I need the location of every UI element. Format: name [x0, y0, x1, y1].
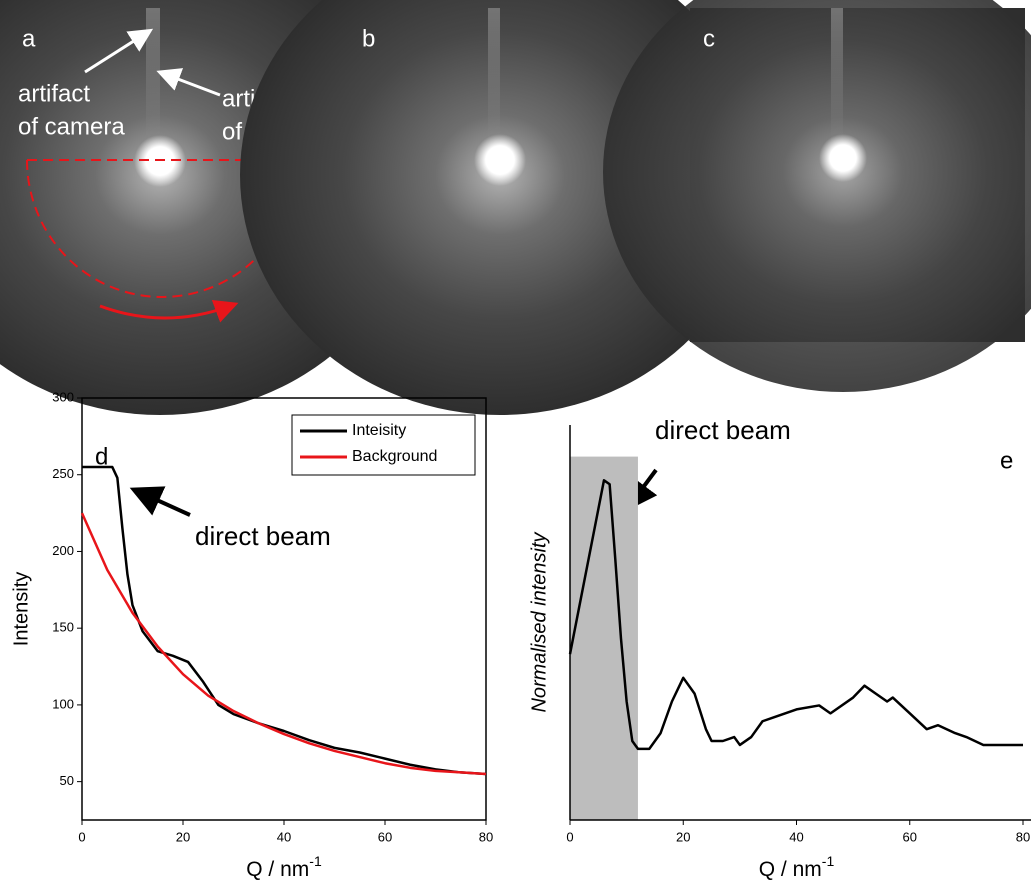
- y-tick-label: 100: [52, 696, 74, 711]
- x-tick-label: 60: [903, 829, 917, 844]
- x-tick-label: 20: [176, 829, 190, 844]
- x-tick-label: 20: [676, 829, 690, 844]
- x-axis-label-text: Q / nm: [246, 858, 309, 881]
- data-line: [82, 465, 487, 776]
- y-tick-label: 300: [52, 389, 74, 404]
- panel-label: c: [703, 25, 715, 52]
- panel-label: e: [1000, 447, 1013, 474]
- annotation: of camera: [18, 113, 125, 140]
- legend-box: [291, 414, 476, 476]
- x-tick-label: 80: [1016, 829, 1030, 844]
- y-tick-label: 200: [52, 543, 74, 558]
- annotation: artifact: [18, 80, 90, 107]
- annotation: direct beam: [655, 415, 791, 445]
- x-tick-label: 80: [479, 829, 493, 844]
- x-axis-label-exponent: -1: [309, 853, 322, 869]
- x-axis-label-exponent: -1: [822, 853, 835, 869]
- annotation-arrow: [129, 486, 191, 517]
- y-tick-label: 150: [52, 620, 74, 635]
- y-tick-label: 50: [60, 773, 74, 788]
- y-axis-label: Intensity: [10, 572, 32, 646]
- legend-label: Inteisity: [352, 422, 406, 439]
- legend-label: Background: [352, 448, 437, 465]
- x-tick-label: 60: [378, 829, 392, 844]
- y-axis-label: Normalised intensity: [528, 531, 550, 712]
- x-axis-label: Q / nm-1: [759, 853, 835, 881]
- x-tick-label: 40: [277, 829, 291, 844]
- data-line: [80, 512, 487, 776]
- x-tick-label: 40: [789, 829, 803, 844]
- y-tick-label: 250: [52, 466, 74, 481]
- data-line: [568, 479, 1023, 751]
- panel-label: b: [362, 25, 375, 52]
- shaded-region: [570, 456, 638, 820]
- panel-label: d: [95, 443, 108, 470]
- x-axis-label: Q / nm-1: [246, 853, 322, 881]
- x-axis-label-text: Q / nm: [759, 858, 822, 881]
- x-tick-label: 0: [78, 829, 85, 844]
- x-tick-label: 0: [566, 829, 573, 844]
- image-c: c: [603, 0, 1031, 392]
- annotation: direct beam: [195, 521, 331, 551]
- panel-label: a: [22, 25, 36, 52]
